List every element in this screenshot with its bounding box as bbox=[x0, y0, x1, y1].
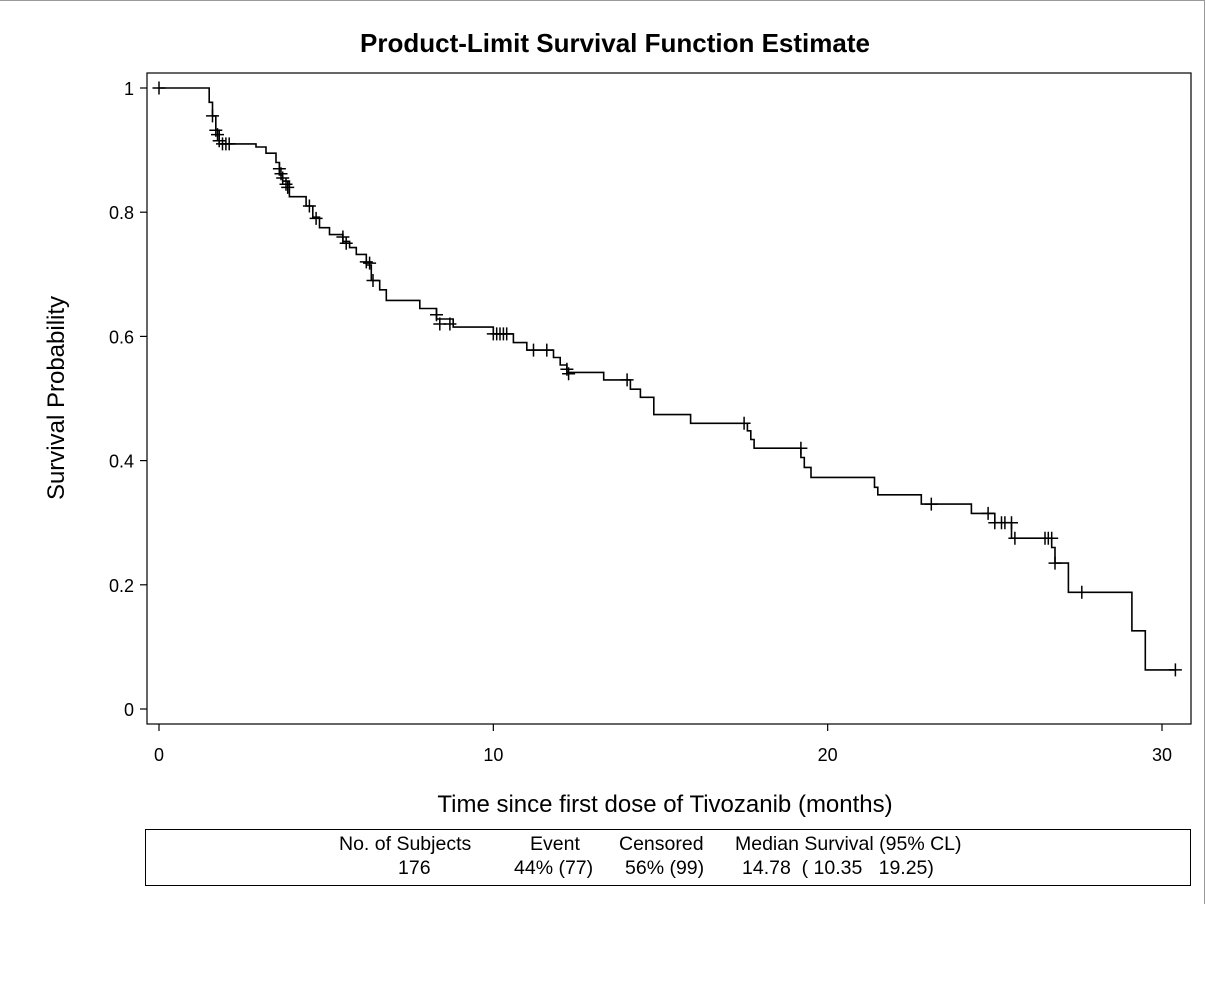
censor-mark bbox=[443, 317, 457, 331]
censor-mark bbox=[1005, 516, 1018, 530]
x-tick-label: 20 bbox=[818, 745, 838, 765]
censor-mark bbox=[152, 81, 166, 95]
x-axis-label: Time since first dose of Tivozanib (mont… bbox=[437, 791, 892, 818]
chart-title: Product-Limit Survival Function Estimate bbox=[360, 28, 870, 58]
censor-mark bbox=[737, 416, 751, 430]
summary-values-row: 176 44% (77) 56% (99) 14.78 ( 10.35 19.2… bbox=[146, 857, 1190, 881]
value-censored: 56% (99) bbox=[625, 857, 705, 879]
y-tick-label: 0.2 bbox=[109, 576, 134, 596]
censor-mark bbox=[281, 180, 295, 194]
censor-mark bbox=[1048, 556, 1062, 570]
censor-mark bbox=[206, 109, 219, 123]
survival-curve bbox=[159, 87, 1176, 671]
censor-mark bbox=[211, 128, 224, 142]
censor-mark bbox=[339, 236, 353, 250]
y-tick-label: 0.4 bbox=[109, 452, 134, 472]
y-tick-label: 1 bbox=[124, 79, 134, 99]
censor-mark bbox=[212, 134, 226, 148]
censor-mark bbox=[222, 137, 236, 151]
header-median: Median Survival (95% CL) bbox=[735, 833, 962, 855]
header-censored: Censored bbox=[619, 833, 704, 855]
censor-mark bbox=[366, 274, 380, 287]
y-tick-label: 0.6 bbox=[109, 327, 134, 347]
survival-chart: 0 0.2 0.4 0.6 0.8 1 0 10 20 30 Time since first … bbox=[43, 72, 1192, 818]
censor-mark bbox=[1168, 663, 1182, 677]
censor-mark bbox=[279, 177, 293, 191]
censor-mark bbox=[562, 367, 576, 381]
censor-mark bbox=[620, 373, 634, 387]
header-subjects: No. of Subjects bbox=[339, 833, 472, 855]
censor-mark bbox=[359, 255, 373, 269]
censor-mark bbox=[336, 230, 350, 244]
figure-frame bbox=[0, 0, 1205, 904]
censor-mark bbox=[309, 211, 323, 225]
censor-mark bbox=[540, 343, 554, 357]
y-axis: 0 0.2 0.4 0.6 0.8 1 bbox=[109, 79, 147, 720]
censor-mark bbox=[1008, 531, 1022, 545]
censor-mark bbox=[1045, 531, 1059, 545]
y-tick-label: 0 bbox=[124, 700, 134, 720]
x-axis: 0 10 20 30 bbox=[154, 724, 1172, 765]
censor-mark bbox=[527, 343, 540, 357]
censor-mark bbox=[1075, 585, 1089, 599]
value-event: 44% (77) bbox=[514, 857, 594, 879]
x-tick-label: 10 bbox=[483, 745, 503, 765]
censor-mark bbox=[363, 256, 377, 270]
header-event: Event bbox=[530, 833, 580, 855]
censor-mark bbox=[981, 506, 995, 520]
censor-mark bbox=[276, 171, 290, 185]
x-tick-label: 30 bbox=[1152, 745, 1172, 765]
value-subjects: 176 bbox=[398, 857, 431, 879]
censor-mark bbox=[500, 327, 514, 341]
censor-mark bbox=[794, 441, 808, 455]
summary-table: No. of Subjects Event Censored Median Su… bbox=[145, 829, 1191, 886]
y-tick-label: 0.8 bbox=[109, 203, 134, 223]
censor-mark bbox=[924, 497, 938, 511]
censor-marks bbox=[152, 81, 1182, 677]
censor-mark bbox=[430, 308, 443, 322]
summary-header-row: No. of Subjects Event Censored Median Su… bbox=[146, 833, 1190, 857]
y-axis-label: Survival Probability bbox=[43, 296, 70, 500]
x-tick-label: 0 bbox=[154, 745, 164, 765]
plot-area bbox=[146, 72, 1192, 725]
value-median: 14.78 ( 10.35 19.25) bbox=[742, 857, 934, 879]
censor-mark bbox=[302, 199, 316, 213]
